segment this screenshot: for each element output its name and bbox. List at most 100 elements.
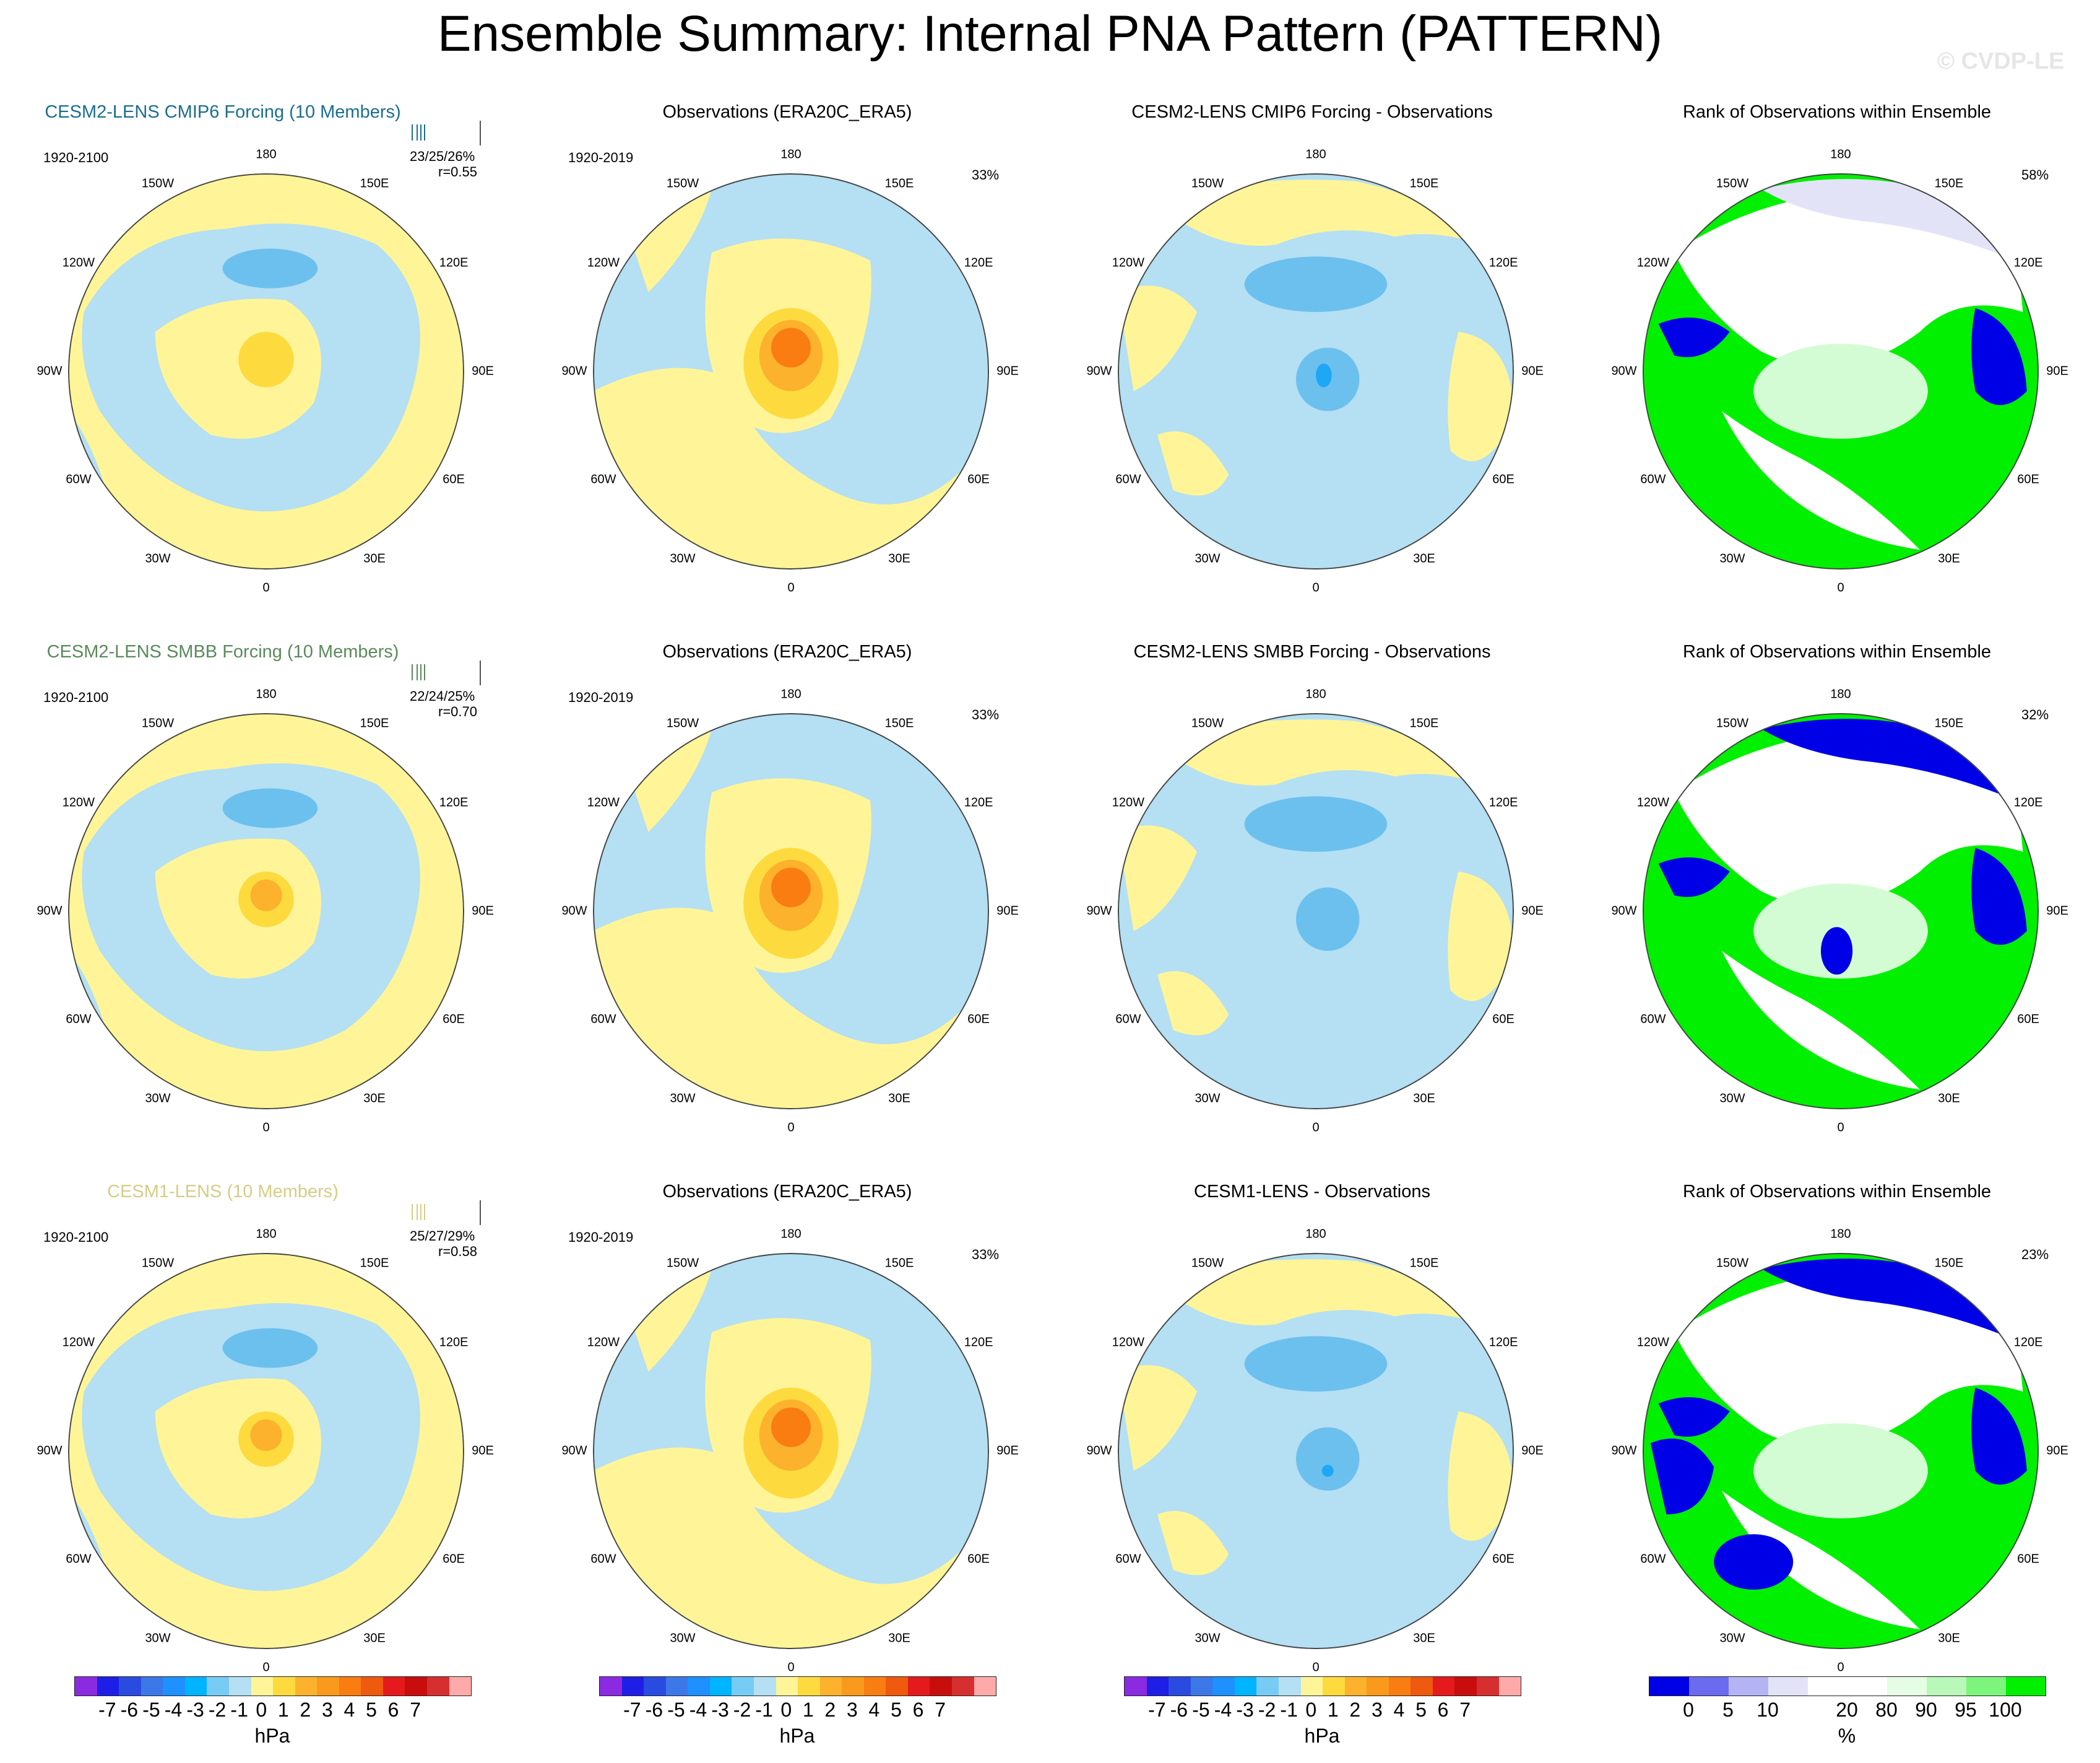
obs-polar-map [593,713,989,1109]
longitude-label: 30E [363,1091,386,1106]
model-panel-title: CESM2-LENS SMBB Forcing (10 Members) [46,642,399,662]
longitude-label: 120W [587,795,620,810]
model-panel-title: CESM1-LENS (10 Members) [107,1182,339,1202]
longitude-label: 60E [2017,1552,2039,1566]
colorbar [1124,1676,1521,1696]
model-polar-map [68,713,464,1109]
colorbar-tick-label: -7 [98,1699,116,1721]
longitude-label: 150W [1191,176,1224,191]
map-boundary [1118,173,1514,570]
longitude-label: 30W [1719,552,1745,566]
longitude-label: 180 [1305,147,1326,162]
spread-glyph [405,1200,481,1225]
longitude-label: 120W [1636,256,1670,270]
longitude-label: 120W [587,256,620,270]
spread-glyph [405,661,481,685]
longitude-label: 150E [884,716,914,730]
variance-percentages: 23/25/26% [410,149,475,164]
colorbar-tick-label: 7 [1459,1699,1471,1721]
longitude-label: 150E [884,176,914,191]
colorbar-tick-label: 80 [1875,1699,1898,1721]
longitude-label: 60E [967,1012,990,1026]
longitude-label: 90W [561,904,587,918]
longitude-label: 150E [360,176,389,191]
longitude-label: 150W [1191,716,1224,730]
longitude-label: 90E [472,904,494,918]
longitude-label: 60W [1640,472,1666,487]
longitude-label: 150E [884,1256,914,1270]
spread-glyph [405,121,481,145]
longitude-label: 0 [1837,1120,1844,1135]
colorbar-tick-label: -1 [755,1699,773,1721]
longitude-label: 150W [666,176,699,191]
longitude-label: 150E [360,1256,389,1270]
colorbar-tick-label: 4 [344,1699,355,1721]
longitude-label: 150E [1409,1256,1439,1270]
colorbar-tick-label: 3 [846,1699,858,1721]
watermark: © CVDP-LE [1937,48,2065,74]
colorbar-tick-label: 1 [1327,1699,1339,1721]
longitude-label: 90E [1521,904,1544,918]
longitude-label: 180 [780,687,802,701]
colorbar-tick-label: -3 [1236,1699,1254,1721]
longitude-label: 120W [587,1335,620,1349]
colorbar-tick-label: 1 [277,1699,289,1721]
longitude-label: 60E [443,472,465,487]
colorbar-tick-label: -5 [1192,1699,1210,1721]
colorbar-tick-label: -5 [142,1699,160,1721]
longitude-label: 120E [1489,795,1518,810]
map-boundary [1118,1253,1514,1649]
map-boundary [593,173,989,570]
longitude-label: 90W [1086,1444,1112,1458]
diff-polar-map [1118,713,1514,1109]
longitude-label: 150W [141,1256,175,1270]
longitude-label: 120W [62,1335,95,1349]
longitude-label: 120E [964,1335,993,1349]
longitude-label: 90W [1086,904,1112,918]
longitude-label: 60E [967,472,990,487]
colorbar-tick-label: 3 [321,1699,333,1721]
rank-polar-map [1643,713,2039,1109]
longitude-label: 150W [141,176,175,191]
longitude-label: 60E [1492,1012,1515,1026]
colorbar-tick-label: -6 [645,1699,663,1721]
colorbar-tick-label: 6 [387,1699,399,1721]
longitude-label: 150W [1716,176,1749,191]
diff-panel-title: CESM2-LENS CMIP6 Forcing - Observations [1131,102,1493,122]
map-boundary [68,173,464,570]
colorbar-tick-label: 0 [780,1699,792,1721]
longitude-label: 180 [1305,1227,1326,1241]
colorbar-tick-label: -1 [1280,1699,1298,1721]
longitude-label: 150W [1716,716,1749,730]
longitude-label: 30E [1413,1631,1435,1645]
longitude-label: 120E [964,795,993,810]
longitude-label: 30W [145,552,171,566]
colorbar-tick-label: -6 [120,1699,139,1721]
longitude-label: 120E [439,1335,469,1349]
colorbar-tick-label: 2 [1349,1699,1361,1721]
colorbar-tick-label: -5 [667,1699,685,1721]
longitude-label: 30W [1195,1091,1221,1106]
longitude-label: 0 [1312,581,1320,595]
longitude-label: 0 [787,1660,795,1674]
longitude-label: 30E [888,552,910,566]
longitude-label: 0 [1837,1660,1844,1674]
colorbar-tick-label: 4 [1393,1699,1405,1721]
colorbar-tick-label: 2 [300,1699,311,1721]
obs-panel-title: Observations (ERA20C_ERA5) [662,642,912,662]
longitude-label: 120E [2013,1335,2043,1349]
variance-percentages: 22/24/25% [410,688,475,704]
longitude-label: 150E [1934,176,1964,191]
longitude-label: 120W [1112,795,1145,810]
longitude-label: 60E [443,1012,465,1026]
longitude-label: 90W [1611,364,1637,378]
longitude-label: 60E [1492,472,1515,487]
longitude-label: 60E [2017,1012,2039,1026]
obs-panel-title: Observations (ERA20C_ERA5) [662,1182,912,1202]
longitude-label: 30E [1413,1091,1435,1106]
longitude-label: 90E [2046,1444,2068,1458]
longitude-label: 30W [145,1631,171,1645]
longitude-label: 120W [62,256,95,270]
longitude-label: 150E [1409,176,1439,191]
longitude-label: 60W [66,1012,92,1026]
